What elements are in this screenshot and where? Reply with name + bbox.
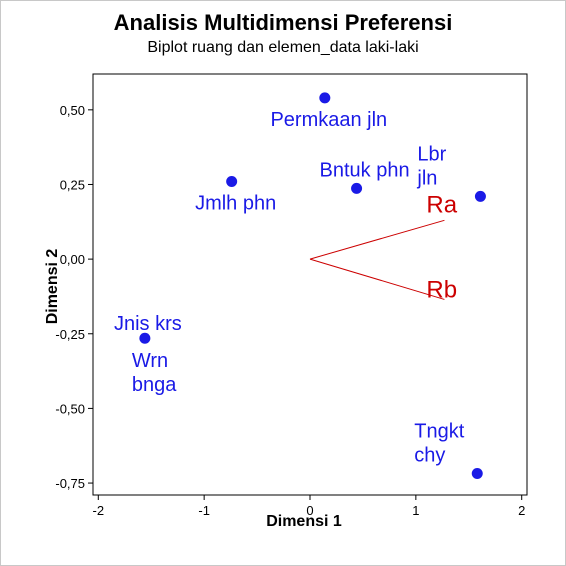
point-label: Permkaan jln (270, 109, 387, 131)
y-tick-label: 0,25 (60, 177, 85, 192)
x-tick-label: -1 (198, 503, 210, 518)
point-label: bnga (132, 374, 177, 396)
data-point (474, 190, 486, 202)
point-label: Jmlh phn (195, 192, 276, 214)
point-label: Lbr (417, 143, 446, 165)
data-point (226, 175, 238, 187)
data-point (351, 182, 363, 194)
point-label: chy (414, 445, 445, 467)
point-label: Bntuk phn (320, 159, 410, 181)
y-tick-label: -0,25 (55, 327, 85, 342)
point-label: Wrn (132, 350, 168, 372)
y-tick-label: 0,00 (60, 252, 85, 267)
chart-title: Analisis Multidimensi Preferensi (113, 10, 453, 35)
y-tick-label: -0,50 (55, 401, 85, 416)
data-point (139, 332, 151, 344)
vector-line-ra (309, 219, 445, 260)
y-axis-title: Dimensi 2 (44, 249, 61, 325)
vector-line-rb (309, 258, 445, 300)
x-tick-label: 0 (306, 503, 313, 518)
x-tick-label: -2 (93, 503, 105, 518)
x-tick-label: 1 (412, 503, 419, 518)
vector-label-ra: Ra (426, 191, 457, 218)
vector-label-rb: Rb (426, 276, 457, 303)
chart-subtitle: Biplot ruang dan elemen_data laki-laki (147, 39, 419, 56)
data-point (471, 468, 483, 480)
point-label: jln (416, 167, 437, 189)
x-tick-label: 2 (518, 503, 525, 518)
x-axis-title: Dimensi 1 (266, 513, 342, 530)
point-label: Tngkt (414, 421, 464, 443)
point-label: Jnis krs (114, 313, 182, 335)
y-tick-label: -0,75 (55, 476, 85, 491)
data-point (319, 92, 331, 104)
y-tick-label: 0,50 (60, 103, 85, 118)
